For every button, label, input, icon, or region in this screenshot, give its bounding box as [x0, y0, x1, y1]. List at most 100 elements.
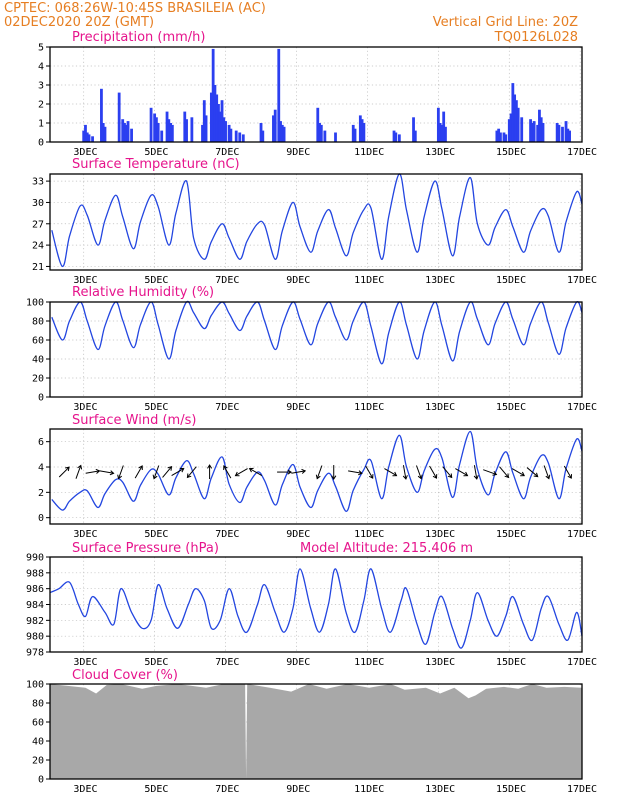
temperature-xtick-label: 3DEC: [73, 275, 97, 286]
precipitation-bar: [394, 132, 398, 142]
wind-direction-arrow: [234, 468, 248, 477]
wind-direction-arrow: [117, 465, 124, 480]
humidity-xtick-label: 15DEC: [496, 402, 526, 413]
precipitation-bar: [211, 48, 215, 142]
temperature-xtick-label: 11DEC: [354, 275, 384, 286]
cloud-cover-frame: [49, 683, 583, 780]
precipitation-title: Precipitation (mm/h): [72, 30, 205, 45]
wind-xtick-label: 15DEC: [496, 529, 526, 540]
wind-arrow-head: [492, 470, 498, 476]
precipitation-bar: [261, 130, 265, 142]
precipitation-ytick-label: 3: [38, 81, 44, 92]
wind-direction-arrow: [99, 470, 115, 476]
wind-direction-arrow: [365, 465, 374, 479]
precipitation-bar: [238, 132, 242, 142]
wind-xtick-label: 7DEC: [215, 529, 239, 540]
cloud-cover-xtick-label: 7DEC: [215, 784, 239, 795]
precipitation-bar: [85, 132, 89, 142]
wind-arrow-head: [109, 470, 115, 476]
precipitation-bar: [412, 117, 415, 142]
wind-direction-arrow: [543, 465, 551, 480]
temperature-ytick-label: 21: [32, 262, 44, 273]
wind-arrow-head: [567, 474, 572, 479]
precipitation-bar: [103, 126, 107, 142]
precipitation-bar: [532, 121, 536, 142]
wind-arrow-shaft: [415, 465, 422, 479]
precipitation-bar: [514, 100, 518, 142]
wind-arrow-shaft: [499, 466, 509, 478]
precipitation-ytick-label: 4: [38, 62, 44, 73]
temperature-title: Surface Temperature (nC): [72, 157, 240, 172]
wind-ytick-label: 0: [38, 513, 44, 524]
temperature-xtick-label: 13DEC: [425, 275, 455, 286]
precipitation-bar: [87, 134, 91, 142]
precipitation-bar: [351, 124, 355, 142]
precipitation-bar: [499, 132, 502, 142]
wind-arrow-shaft: [473, 465, 478, 480]
wind-arrow-shaft: [118, 465, 124, 479]
humidity-frame: [49, 301, 583, 398]
precipitation-bar: [190, 117, 194, 142]
precipitation-xtick-label: 15DEC: [496, 147, 526, 158]
wind-title: Surface Wind (m/s): [72, 413, 196, 428]
precipitation-bar: [513, 94, 517, 142]
precipitation-bar: [272, 115, 275, 142]
wind-arrow-shaft: [563, 465, 572, 479]
wind-arrow-shaft: [153, 465, 160, 479]
cloud-cover-ytick-label: 40: [32, 737, 44, 748]
wind-arrow-shaft: [99, 470, 114, 474]
pressure-ytick-label: 990: [26, 553, 44, 564]
precipitation-frame: [49, 46, 583, 143]
precipitation-bar: [555, 123, 559, 142]
wind-arrow-shaft: [58, 466, 70, 478]
wind-arrow-head: [248, 467, 254, 473]
wind-line: [51, 430, 583, 512]
humidity-ytick-label: 40: [32, 355, 44, 366]
precipitation-ytick-label: 1: [38, 119, 44, 130]
wind-arrow-head: [358, 470, 363, 476]
wind-arrow-head: [520, 471, 525, 477]
precipitation-bar: [156, 123, 160, 142]
wind-direction-arrow: [223, 465, 232, 479]
wind-arrow-head: [331, 475, 337, 481]
humidity-xtick-label: 5DEC: [144, 402, 168, 413]
wind-arrow-head: [65, 466, 70, 472]
wind-arrow-head: [473, 475, 479, 480]
pressure-xtick-label: 11DEC: [354, 657, 384, 668]
humidity-xtick-label: 7DEC: [215, 402, 239, 413]
wind-direction-arrow: [348, 470, 363, 476]
humidity-ytick-label: 80: [32, 317, 44, 328]
precipitation-bar: [362, 123, 366, 142]
precipitation-bar: [529, 119, 532, 142]
temperature-xtick-label: 7DEC: [215, 275, 239, 286]
precipitation-panel: 0 1 2 3 4 5 3DEC 5DEC 7DEC 9DEC 11DEC 13DEC 15DEC 17D…: [38, 43, 597, 159]
wind-arrow-shaft: [526, 467, 539, 477]
wind-direction-arrow: [402, 465, 408, 480]
precipitation-bar: [101, 123, 105, 142]
precipitation-bar: [507, 119, 511, 142]
wind-xtick-label: 17DEC: [567, 529, 597, 540]
wind-direction-arrow: [85, 468, 101, 474]
pressure-xtick-label: 5DEC: [144, 657, 168, 668]
temperature-line: [51, 173, 583, 268]
precipitation-bar: [259, 123, 263, 142]
wind-arrow-shaft: [186, 466, 197, 478]
precipitation-bar: [568, 130, 571, 142]
cloud-cover-xtick-label: 17DEC: [567, 784, 597, 795]
wind-arrow-shaft: [235, 468, 248, 476]
wind-arrow-head: [533, 472, 539, 478]
cloud-cover-xtick-label: 13DEC: [425, 784, 455, 795]
wind-frame: [49, 428, 583, 525]
wind-direction-arrow: [277, 469, 293, 475]
precipitation-bar: [319, 124, 323, 142]
precipitation-bar: [277, 48, 281, 142]
wind-arrow-head: [301, 468, 307, 474]
wind-arrow-shaft: [291, 470, 306, 474]
wind-arrow-head: [223, 465, 228, 471]
precipitation-bar: [541, 123, 545, 142]
wind-arrow-head: [463, 471, 469, 477]
wind-arrow-head: [77, 464, 83, 470]
wind-arrow-head: [417, 474, 423, 480]
precipitation-bar: [316, 107, 320, 142]
